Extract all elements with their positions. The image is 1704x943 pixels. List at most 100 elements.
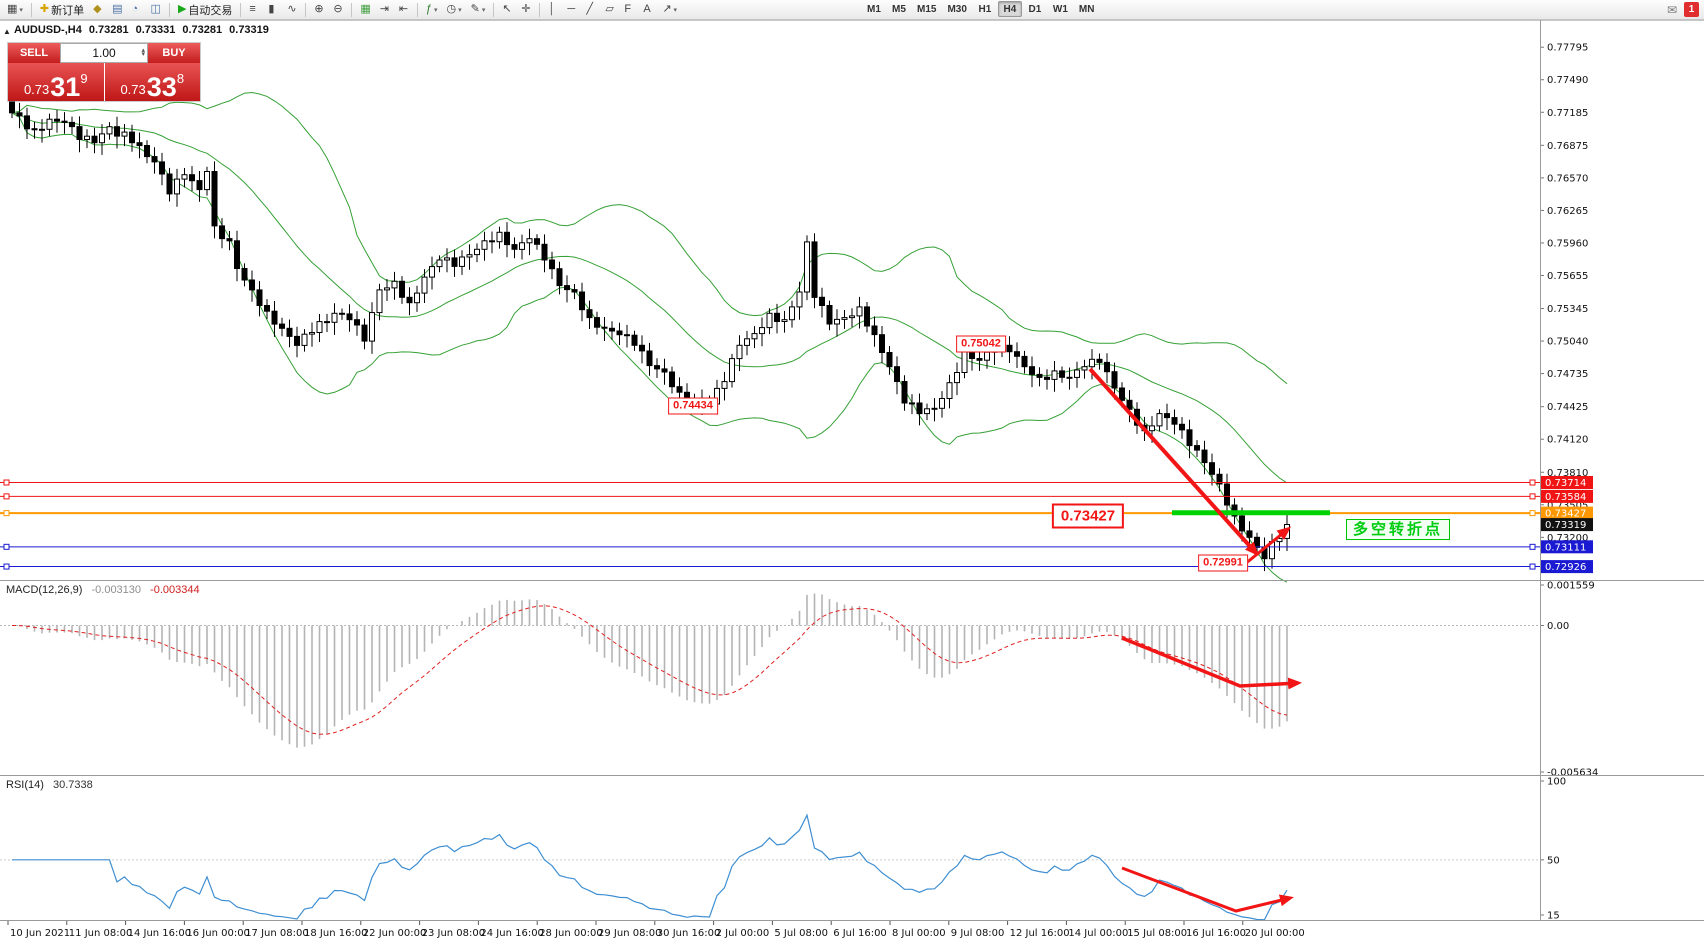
toolbar-separator (416, 2, 418, 17)
periods-button[interactable]: ◷ ▾ (442, 1, 465, 18)
line-handle[interactable] (3, 563, 10, 570)
macd-trend-arrow[interactable] (1121, 636, 1302, 690)
zoom-out-icon: ⊖ (333, 3, 343, 15)
price-axis-tick: 0.75040 (1547, 337, 1588, 348)
timeframe-h1-button[interactable]: H1 (973, 1, 997, 17)
line-handle[interactable] (1529, 493, 1536, 500)
horizontal-line-icon: ─ (567, 3, 576, 15)
toolbar-separator (168, 2, 170, 17)
main-downtrend-arrow[interactable] (1088, 367, 1259, 556)
line-handle[interactable] (1529, 563, 1536, 570)
zoom-in-button[interactable]: ⊕ (310, 1, 328, 18)
timeframe-m30-button[interactable]: M30 (942, 1, 971, 17)
bollinger-bands (11, 91, 1288, 583)
line-handle[interactable] (3, 479, 10, 486)
timeframe-h4-button[interactable]: H4 (997, 1, 1022, 17)
sell-price-display[interactable]: 0.73 31 9 (8, 63, 104, 101)
templates-icon: ✎ (470, 3, 480, 15)
candlestick-chart-button[interactable]: ▮ (264, 1, 282, 18)
lot-increase-button[interactable]: ▴ (141, 47, 145, 55)
zoom-out-button[interactable]: ⊖ (329, 1, 347, 18)
candlestick-chart-icon: ▮ (268, 3, 275, 15)
time-axis-label: 5 Jul 08:00 (774, 928, 828, 939)
text-button[interactable]: A (639, 1, 657, 18)
arrows-button[interactable]: ↗ ▾ (658, 1, 681, 18)
buy-button[interactable]: BUY (148, 43, 200, 63)
fibonacci-button[interactable]: F (620, 1, 638, 18)
rsi-line (12, 813, 1288, 921)
text-icon: A (643, 3, 651, 15)
chart-shift-button[interactable]: ⇤ (395, 1, 413, 18)
price-axis-tick: 0.74120 (1547, 435, 1588, 446)
bar-chart-button[interactable]: ≡ (245, 1, 263, 18)
rsi-trend-arrow[interactable] (1121, 866, 1294, 913)
line-chart-button[interactable]: ∿ (283, 1, 301, 18)
new-order-button-label: 新订单 (51, 4, 85, 17)
timeframe-w1-button[interactable]: W1 (1048, 1, 1073, 17)
fibonacci-icon: F (624, 3, 632, 15)
time-axis-label: 29 Jun 08:00 (598, 928, 662, 939)
line-handle[interactable] (1529, 543, 1536, 550)
one-click-trading-panel: SELL 1.00 ▴ ▾ BUY 0.73 31 9 0.73 33 8 (8, 43, 200, 101)
market-watch-button[interactable]: ▤ (108, 1, 126, 18)
market-watch-icon: ▤ (112, 3, 123, 15)
macd-signal-value: -0.003344 (150, 584, 200, 596)
chevron-down-icon: ▾ (433, 6, 438, 14)
timeframe-toolbar: M1 M5 M15 M30 H1 H4 D1 W1 MN (862, 1, 1100, 17)
svg-text:0.73584: 0.73584 (1545, 492, 1586, 503)
line-handle[interactable] (1529, 510, 1536, 517)
panel-expander-icon[interactable]: ▲ (3, 27, 11, 36)
timeframe-d1-button[interactable]: D1 (1023, 1, 1047, 17)
price-axis-tick: 0.73505 (1547, 500, 1588, 511)
lot-size-value: 1.00 (92, 46, 116, 60)
channel-button[interactable]: ▱ (601, 1, 619, 18)
terminal-button[interactable]: ◫ (147, 1, 165, 18)
rebound-arrow[interactable] (1244, 526, 1292, 566)
line-handle[interactable] (3, 510, 10, 517)
macd-label: MACD(12,26,9) -0.003130 -0.003344 (6, 584, 200, 596)
price-axis-badge (1541, 489, 1593, 503)
toolbar-button-group: ▦ ▾ ✚ 新订单 ◆ ▤ ◔ ◫ ▶ 自动交易 ≡ ▮ ∿ ⊕ ⊖ ▦ ⇥ ⇤ ƒ ▾ ◷ ▾ ✎ ▾ ↖ ✛ │ ─ ╱ ▱ F A ↗ ▾ (3, 1, 681, 18)
buy-price-small: 0.73 (120, 82, 146, 97)
templates-button[interactable]: ✎ ▾ (467, 1, 490, 18)
toolbar-separator (493, 2, 495, 17)
price-axis-badge (1541, 506, 1593, 520)
time-axis-label: 23 Jun 08:00 (422, 928, 486, 939)
toolbar-separator (351, 2, 353, 17)
price-axis-tick: 0.77795 (1547, 43, 1588, 54)
open-value: 0.73281 (88, 24, 129, 36)
timeframe-m1-button[interactable]: M1 (862, 1, 886, 17)
line-handle[interactable] (3, 493, 10, 500)
lot-decrease-button[interactable]: ▾ (141, 51, 145, 58)
new-chart-button[interactable]: ▦ ▾ (3, 1, 27, 18)
macd-histogram (11, 593, 1288, 748)
time-axis-label: 14 Jul 00:00 (1068, 928, 1128, 939)
line-handle[interactable] (1529, 479, 1536, 486)
horizontal-line-button[interactable]: ─ (563, 1, 581, 18)
time-axis-label: 14 Jun 16:00 (128, 928, 192, 939)
chart-profiles-button[interactable]: ◆ (89, 1, 107, 18)
timeframe-m5-button[interactable]: M5 (887, 1, 911, 17)
line-handle[interactable] (3, 543, 10, 550)
timeframe-mn-button[interactable]: MN (1074, 1, 1100, 17)
cursor-button[interactable]: ↖ (498, 1, 516, 18)
svg-text:0.72926: 0.72926 (1545, 562, 1586, 573)
vertical-line-button[interactable]: │ (544, 1, 562, 18)
crosshair-button[interactable]: ✛ (517, 1, 535, 18)
indicators-button[interactable]: ƒ ▾ (422, 1, 442, 18)
navigator-button[interactable]: ◔ (128, 1, 146, 18)
new-order-button[interactable]: ✚ 新订单 (36, 1, 88, 18)
sell-button[interactable]: SELL (8, 43, 60, 63)
trendline-button[interactable]: ╱ (582, 1, 600, 18)
notification-badge[interactable]: 1 (1684, 2, 1699, 17)
tile-windows-button[interactable]: ▦ (356, 1, 374, 18)
timeframe-m15-button[interactable]: M15 (912, 1, 941, 17)
buy-price-display[interactable]: 0.73 33 8 (104, 63, 200, 101)
chat-icon[interactable]: ✉ (1666, 2, 1677, 17)
time-axis-label: 11 Jun 08:00 (69, 928, 133, 939)
macd-axis-tick: 0.00 (1547, 621, 1569, 632)
autotrading-button[interactable]: ▶ 自动交易 (174, 1, 236, 18)
lot-size-field[interactable]: 1.00 ▴ ▾ (60, 43, 148, 63)
auto-scroll-button[interactable]: ⇥ (376, 1, 394, 18)
